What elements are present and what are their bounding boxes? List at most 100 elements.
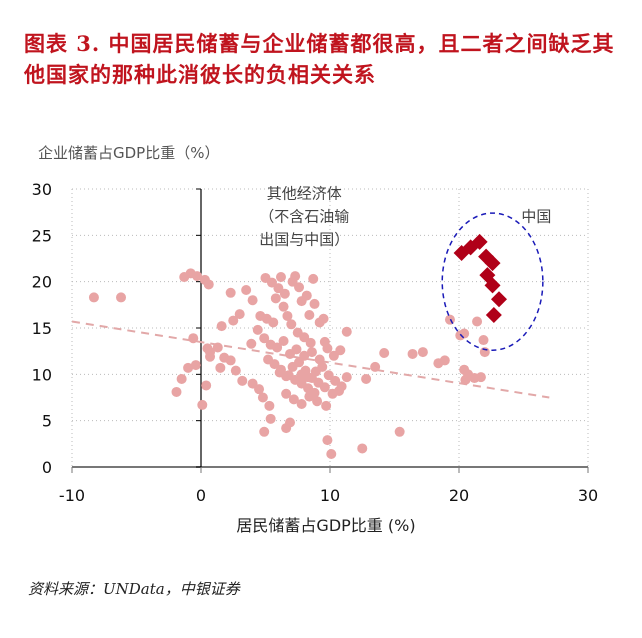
data-point <box>270 293 281 304</box>
china-point <box>485 307 502 324</box>
data-point <box>171 386 182 397</box>
data-point <box>252 324 263 335</box>
data-point <box>472 316 483 327</box>
y-axis-label: 企业储蓄占GDP比重（%） <box>38 144 220 162</box>
axes <box>71 188 589 473</box>
data-point <box>275 272 286 283</box>
data-point <box>230 365 241 376</box>
data-point <box>212 342 223 353</box>
china-point <box>490 291 507 308</box>
x-tick-label: 30 <box>578 486 598 505</box>
data-point <box>279 288 290 299</box>
data-point <box>379 348 390 359</box>
data-point <box>234 309 245 320</box>
annotation-label: （不含石油输 <box>259 207 349 225</box>
data-point <box>308 273 319 284</box>
china-point <box>484 277 501 294</box>
annotation-label: 中国 <box>521 207 551 225</box>
data-point <box>357 443 368 454</box>
data-point <box>286 319 297 330</box>
data-point <box>116 292 127 303</box>
data-point <box>285 417 296 428</box>
data-point <box>319 382 330 393</box>
y-tick-label: 0 <box>42 458 52 477</box>
china-point <box>471 233 488 250</box>
data-point <box>294 282 305 293</box>
data-point <box>288 394 299 405</box>
data-point <box>314 354 325 365</box>
trendline-dashed <box>71 320 550 399</box>
data-point <box>319 336 330 347</box>
y-tick-label: 20 <box>32 273 52 292</box>
data-point <box>312 396 323 407</box>
data-point <box>281 371 292 382</box>
data-point <box>190 360 201 371</box>
series-china <box>453 233 507 324</box>
data-point <box>417 347 428 358</box>
data-point <box>259 426 270 437</box>
data-point <box>281 388 292 399</box>
y-tick-label: 10 <box>32 365 52 384</box>
data-point <box>225 355 236 366</box>
data-point <box>246 338 257 349</box>
data-point <box>225 287 236 298</box>
annotation-label: 其他经济体 <box>267 184 342 202</box>
annotation-label: 出国与中国） <box>259 231 349 249</box>
china-highlight-circle <box>441 212 544 351</box>
data-point <box>459 328 470 339</box>
data-point <box>264 400 275 411</box>
x-axis-label: 居民储蓄占GDP比重 (%) <box>236 516 416 535</box>
data-point <box>335 345 346 356</box>
data-point <box>321 400 332 411</box>
chart-title: 图表 3. 中国居民储蓄与企业储蓄都很高，且二者之间缺乏其他国家的那种此消彼长的… <box>24 31 615 87</box>
data-point <box>88 292 99 303</box>
data-point <box>291 344 302 355</box>
y-tick-label: 5 <box>42 412 52 431</box>
data-point <box>296 296 307 307</box>
data-point <box>247 295 258 306</box>
data-point <box>257 392 268 403</box>
data-point <box>326 449 337 460</box>
dashed-circle <box>441 212 544 351</box>
data-point <box>203 279 214 290</box>
y-tick-label: 25 <box>32 226 52 245</box>
data-point <box>183 362 194 373</box>
data-point <box>216 321 227 332</box>
data-point <box>341 326 352 337</box>
data-point <box>296 398 307 409</box>
series-other-economies <box>88 268 490 460</box>
data-point <box>305 337 316 348</box>
data-point <box>259 333 270 344</box>
data-point <box>309 298 320 309</box>
data-point <box>479 347 490 358</box>
data-point <box>304 391 315 402</box>
y-tick-label: 15 <box>32 319 52 338</box>
data-point <box>205 347 216 358</box>
data-point <box>407 348 418 359</box>
data-point <box>215 362 226 373</box>
data-point <box>268 317 279 328</box>
data-point <box>341 372 352 383</box>
data-point <box>394 426 405 437</box>
data-point <box>361 373 372 384</box>
data-point <box>459 364 470 375</box>
data-point <box>299 350 310 361</box>
data-point <box>278 301 289 312</box>
data-point <box>237 375 248 386</box>
data-point <box>201 380 212 391</box>
data-point <box>314 317 325 328</box>
trendline <box>71 320 550 399</box>
data-point <box>290 271 301 282</box>
data-point <box>265 413 276 424</box>
data-point <box>197 399 208 410</box>
data-point <box>478 335 489 346</box>
data-point <box>188 333 199 344</box>
data-point <box>475 372 486 383</box>
data-point <box>304 310 315 321</box>
data-point <box>439 355 450 366</box>
x-tick-label: 10 <box>320 486 340 505</box>
data-point <box>306 347 317 358</box>
data-point <box>322 435 333 446</box>
